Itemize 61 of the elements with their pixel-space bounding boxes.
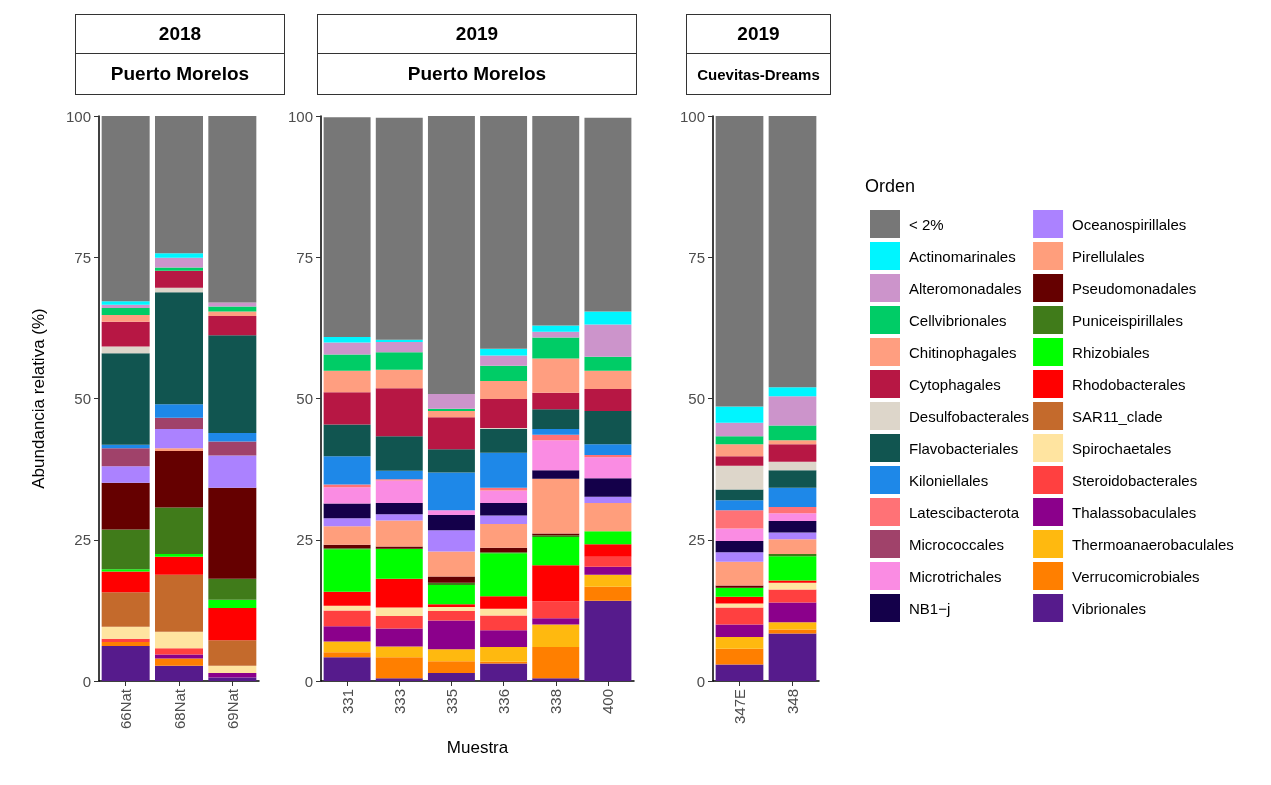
y-tick-label: 100 [288, 107, 314, 125]
legend-label: Alteromonadales [909, 279, 1022, 297]
legend-label: Pirellulales [1072, 247, 1145, 265]
chart-title: 2018 [75, 14, 285, 54]
y-tick-label: 25 [74, 531, 91, 549]
legend-label: Microtrichales [909, 567, 1002, 585]
legend-label: Desulfobacterales [909, 407, 1030, 425]
x-tick-label: 335 [442, 689, 460, 715]
y-tick-label: 100 [65, 107, 91, 125]
y-tick-label: 25 [688, 531, 705, 549]
y-tick-label: 75 [296, 248, 314, 266]
chart-subtitle: Puerto Morelos [75, 53, 285, 95]
x-tick-label: 347E [731, 689, 748, 725]
legend-label: Oceanospirillales [1072, 215, 1187, 233]
legend-title: Orden [865, 176, 916, 197]
x-tick-label: 336 [495, 689, 513, 715]
legend-label: Spirochaetales [1072, 439, 1172, 457]
x-tick-label: 69Nat [223, 688, 241, 730]
legend-label: Chitinophagales [909, 343, 1017, 361]
legend-label: Thermoanaerobaculales [1072, 535, 1234, 553]
legend-label: Cytophagales [909, 375, 1001, 393]
legend-label: Cellvibrionales [909, 311, 1007, 329]
legend-label: < 2% [909, 215, 944, 233]
chart-subtitle: Puerto Morelos [317, 53, 637, 95]
legend-label: Rhodobacterales [1072, 375, 1186, 393]
y-tick-label: 75 [74, 248, 91, 266]
y-tick-label: 50 [296, 390, 314, 407]
chart-title: 2019 [686, 14, 831, 54]
chart-title: 2019 [317, 14, 637, 54]
y-tick-label: 0 [696, 672, 705, 690]
legend-label: Puniceispirillales [1072, 311, 1183, 329]
legend-label: SAR11_clade [1072, 407, 1163, 425]
legend-label: Micrococcales [909, 535, 1005, 553]
x-tick-label: 333 [390, 689, 408, 715]
x-tick-label: 66Nat [117, 688, 135, 730]
legend-label: Pseudomonadales [1072, 279, 1197, 297]
legend-label: Kiloniellales [909, 471, 989, 489]
x-tick-label: 400 [599, 689, 617, 715]
y-tick-label: 75 [688, 248, 705, 266]
x-tick-label: 348 [784, 689, 801, 715]
y-tick-label: 25 [296, 531, 314, 549]
legend-label: Flavobacteriales [909, 439, 1019, 457]
y-tick-label: 0 [82, 672, 91, 690]
chart-subtitle: Cuevitas-Dreams [686, 53, 831, 95]
legend-label: Latescibacterota [909, 503, 1020, 521]
legend-label: Steroidobacterales [1072, 471, 1198, 489]
legend-label: Thalassobaculales [1072, 503, 1197, 521]
x-tick-label: 68Nat [170, 688, 188, 730]
y-tick-label: 100 [679, 107, 705, 125]
x-axis-title: Muestra [446, 738, 509, 757]
legend-label: Rhizobiales [1072, 343, 1150, 361]
y-tick-label: 50 [688, 390, 705, 407]
x-tick-label: 331 [338, 689, 356, 715]
y-tick-label: 0 [304, 672, 314, 690]
legend-label: Verrucomicrobiales [1072, 567, 1200, 585]
legend-label: Vibrionales [1072, 599, 1147, 617]
y-tick-label: 50 [74, 390, 91, 407]
legend-label: NB1−j [909, 599, 951, 617]
y-axis-title: Abundancia relativa (%) [29, 308, 48, 489]
x-tick-label: 338 [547, 689, 565, 715]
legend-label: Actinomarinales [909, 247, 1016, 265]
